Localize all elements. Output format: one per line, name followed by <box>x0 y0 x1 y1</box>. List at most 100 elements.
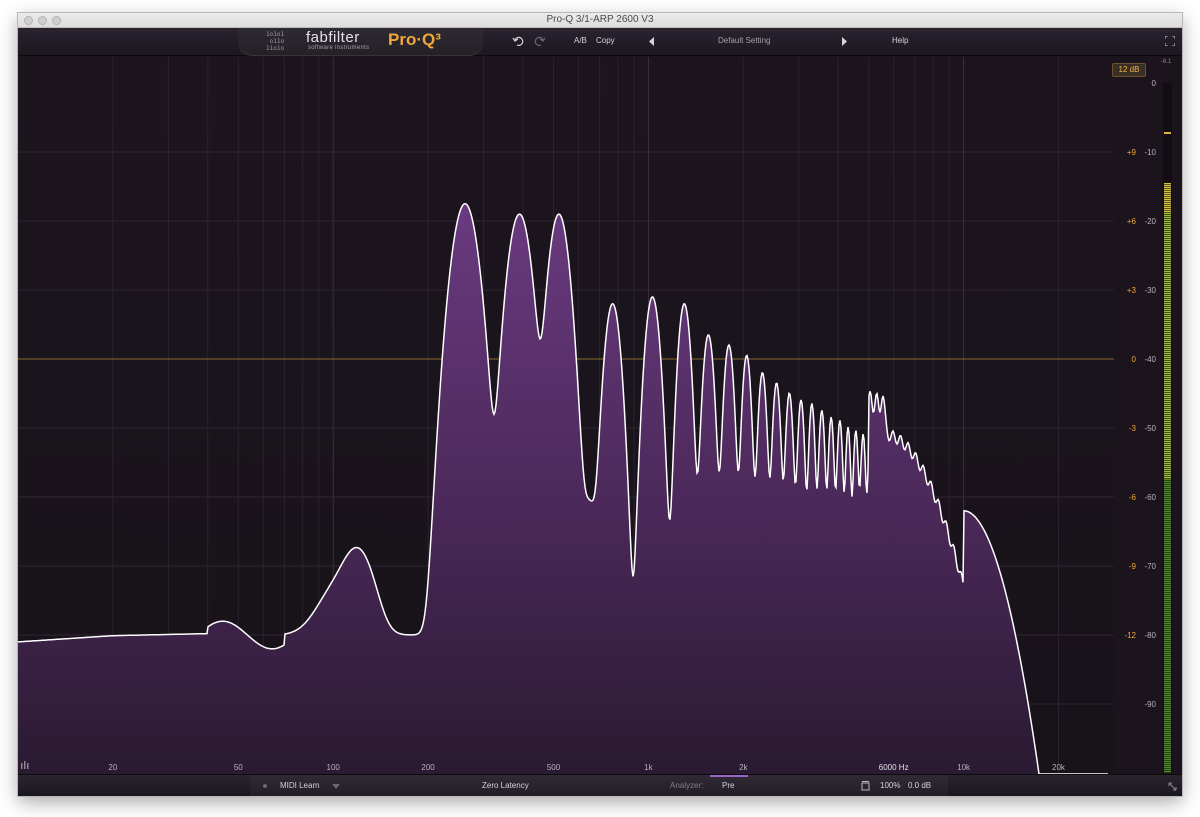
meter-segment <box>1164 555 1171 557</box>
meter-segment <box>1164 271 1171 273</box>
fullscreen-icon[interactable] <box>1165 36 1175 46</box>
meter-segment <box>1164 539 1171 541</box>
meter-segment <box>1164 367 1171 369</box>
meter-bar <box>1164 132 1171 773</box>
meter-segment <box>1164 643 1171 645</box>
eq-scale-label: +9 <box>1127 148 1137 157</box>
meter-segment <box>1164 767 1171 769</box>
zoom-window-button[interactable] <box>52 16 61 25</box>
meter-segment <box>1164 605 1171 607</box>
meter-segment <box>1164 693 1171 695</box>
meter-segment <box>1164 337 1171 339</box>
meter-segment <box>1164 601 1171 603</box>
meter-segment <box>1164 737 1171 739</box>
meter-segment <box>1164 729 1171 731</box>
eq-scale-label: +6 <box>1127 217 1137 226</box>
meter-segment <box>1164 197 1171 199</box>
meter-segment <box>1164 579 1171 581</box>
meter-segment <box>1164 441 1171 443</box>
meter-segment <box>1164 449 1171 451</box>
meter-segment <box>1164 421 1171 423</box>
display-range-badge[interactable]: 12 dB <box>1112 63 1146 77</box>
meter-segment <box>1164 751 1171 753</box>
meter-segment <box>1164 611 1171 613</box>
meter-segment <box>1164 201 1171 203</box>
meter-segment <box>1164 385 1171 387</box>
meter-segment <box>1164 305 1171 307</box>
meter-segment <box>1164 205 1171 207</box>
meter-segment <box>1164 689 1171 691</box>
window-title: Pro-Q 3/1-ARP 2600 V3 <box>546 14 654 25</box>
meter-segment <box>1164 379 1171 381</box>
piano-roll-icon[interactable] <box>21 761 29 769</box>
meter-segment <box>1164 243 1171 245</box>
meter-segment <box>1164 327 1171 329</box>
bottom-bar: MIDI Learn Zero Latency Analyzer: Pre 10… <box>18 774 1182 796</box>
meter-segment <box>1164 247 1171 249</box>
meter-segment <box>1164 459 1171 461</box>
meter-segment <box>1164 569 1171 571</box>
zoom-level[interactable]: 100% <box>880 781 901 790</box>
meter-segment <box>1164 203 1171 205</box>
analyzer-scale-label: -30 <box>1144 286 1156 295</box>
meter-segment <box>1164 261 1171 263</box>
meter-segment <box>1164 195 1171 197</box>
frequency-label: 100 <box>327 763 341 772</box>
meter-segment <box>1164 499 1171 501</box>
midi-learn-dropdown-icon[interactable] <box>332 784 340 790</box>
frequency-label: 200 <box>421 763 435 772</box>
frequency-label: 1k <box>644 763 653 772</box>
resize-handle-icon[interactable] <box>1168 782 1177 791</box>
undo-icon[interactable] <box>512 35 524 47</box>
preset-name[interactable]: Default Setting <box>718 36 771 45</box>
meter-segment <box>1164 493 1171 495</box>
meter-segment <box>1164 253 1171 255</box>
meter-segment <box>1164 549 1171 551</box>
midi-learn-button[interactable]: MIDI Learn <box>280 781 320 790</box>
meter-segment <box>1164 631 1171 633</box>
ab-compare-button[interactable]: A/B <box>574 36 587 45</box>
spectrum-display[interactable]: +9 +6 +3 0 -3 -6 -9 -12 0 -10 -20 -30 -40 -50 -60 -70 -… <box>18 57 1182 774</box>
meter-segment <box>1164 717 1171 719</box>
analyzer-mode-button[interactable]: Pre <box>722 781 735 790</box>
meter-segment <box>1164 533 1171 535</box>
next-preset-icon[interactable] <box>840 37 848 46</box>
meter-segment <box>1164 399 1171 401</box>
analyzer-scale-label: -90 <box>1144 700 1156 709</box>
meter-segment <box>1164 263 1171 265</box>
meter-segment <box>1164 505 1171 507</box>
previous-preset-icon[interactable] <box>648 37 656 46</box>
redo-icon[interactable] <box>534 35 546 47</box>
meter-segment <box>1164 559 1171 561</box>
meter-segment <box>1164 381 1171 383</box>
copy-button[interactable]: Copy <box>596 36 615 45</box>
eq-scale-label: +3 <box>1127 286 1137 295</box>
meter-segment <box>1164 279 1171 281</box>
latency-mode-button[interactable]: Zero Latency <box>482 781 529 790</box>
brand-subtitle: software instruments <box>308 45 370 51</box>
meter-segment <box>1164 685 1171 687</box>
meter-segment <box>1164 511 1171 513</box>
meter-segment <box>1164 411 1171 413</box>
frequency-label: 2k <box>739 763 748 772</box>
meter-segment <box>1164 663 1171 665</box>
meter-segment <box>1164 661 1171 663</box>
output-settings-icon[interactable] <box>861 781 870 791</box>
help-button[interactable]: Help <box>892 36 909 45</box>
meter-segment <box>1164 521 1171 523</box>
frequency-label: 20k <box>1052 763 1066 772</box>
title-bar: Pro-Q 3/1-ARP 2600 V3 <box>18 13 1182 28</box>
meter-segment <box>1164 647 1171 649</box>
analyzer-scale-label: -70 <box>1144 562 1156 571</box>
frequency-label: 500 <box>547 763 561 772</box>
meter-segment <box>1164 719 1171 721</box>
minimize-window-button[interactable] <box>38 16 47 25</box>
meter-segment <box>1164 329 1171 331</box>
spectrum-graph[interactable]: +9 +6 +3 0 -3 -6 -9 -12 0 -10 -20 -30 -40 -50 -60 -70 -… <box>18 57 1182 774</box>
analyzer-scale-label: -50 <box>1144 424 1156 433</box>
meter-segment <box>1164 273 1171 275</box>
output-gain[interactable]: 0.0 dB <box>908 781 932 790</box>
close-window-button[interactable] <box>24 16 33 25</box>
meter-segment <box>1164 255 1171 257</box>
meter-segment <box>1164 591 1171 593</box>
